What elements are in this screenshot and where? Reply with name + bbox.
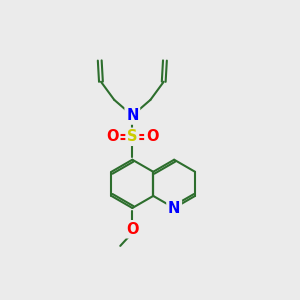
Text: O: O (126, 222, 139, 237)
Text: O: O (106, 129, 119, 144)
Text: N: N (126, 108, 139, 123)
Text: N: N (168, 200, 180, 215)
Text: S: S (127, 129, 138, 144)
Text: O: O (146, 129, 158, 144)
